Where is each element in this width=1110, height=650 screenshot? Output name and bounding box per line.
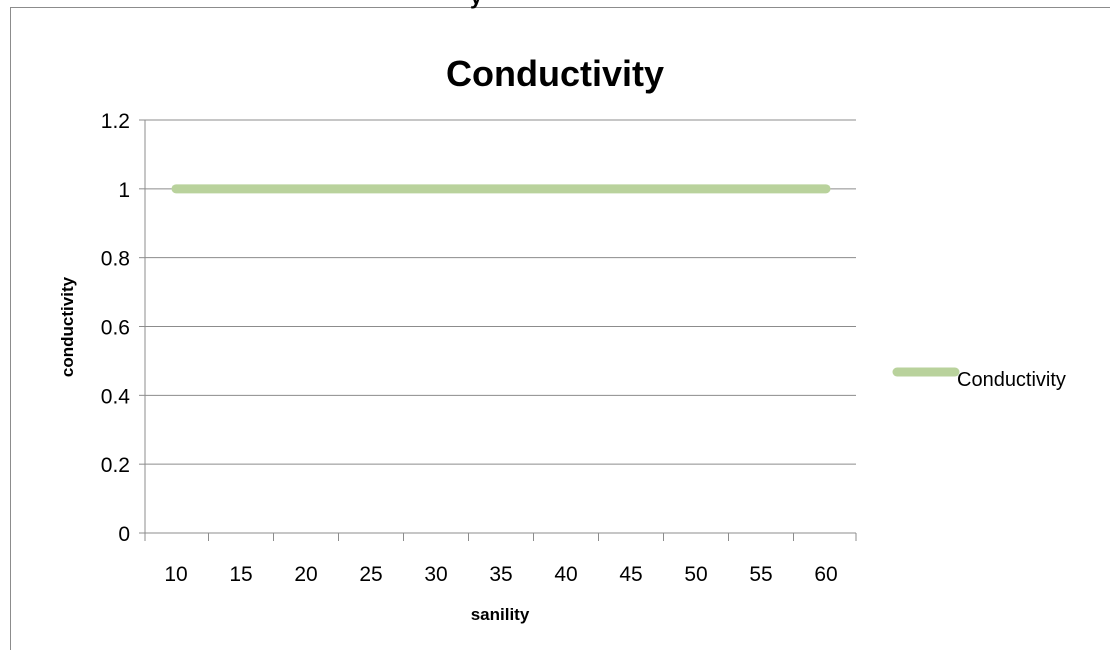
x-tick-label: 10	[164, 563, 187, 586]
y-tick-label: 0.8	[101, 248, 130, 271]
x-tick-label: 25	[359, 563, 382, 586]
x-tick-labels: 10 15 20 25 30 35 40 45 50 55 60	[164, 563, 837, 586]
chart-title: Conductivity	[446, 53, 664, 94]
x-tick-label: 20	[294, 563, 317, 586]
clipped-top-text: y	[470, 0, 482, 10]
y-tick-label: 1	[118, 179, 130, 202]
y-tick-label: 0.4	[101, 385, 131, 408]
x-tick-label: 60	[814, 563, 837, 586]
chart-area-border	[10, 7, 1110, 650]
y-axis-title: conductivity	[58, 276, 77, 377]
x-tick-label: 55	[749, 563, 772, 586]
x-axis-title: sanility	[471, 605, 530, 624]
axes	[139, 119, 856, 539]
x-tick-label: 45	[619, 563, 642, 586]
y-tick-label: 0	[118, 523, 130, 546]
legend: Conductivity	[892, 367, 1066, 391]
y-tick-labels: 0 0.2 0.4 0.6 0.8 1 1.2	[101, 110, 131, 546]
x-tick-label: 35	[489, 563, 512, 586]
x-tick-label: 40	[554, 563, 577, 586]
gridlines	[145, 119, 856, 465]
x-tick-label: 15	[229, 563, 252, 586]
legend-label: Conductivity	[957, 369, 1066, 391]
y-tick-label: 0.2	[101, 454, 130, 477]
x-tick-marks	[144, 533, 857, 541]
x-tick-label: 30	[424, 563, 447, 586]
y-tick-label: 1.2	[101, 110, 130, 133]
y-tick-label: 0.6	[101, 317, 130, 340]
x-tick-label: 50	[684, 563, 707, 586]
